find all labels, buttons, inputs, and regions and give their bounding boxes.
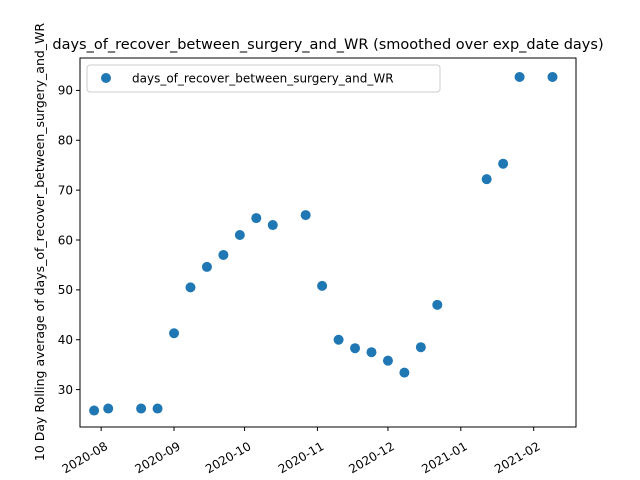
data-point	[382, 355, 393, 366]
data-point	[415, 342, 426, 353]
data-point	[89, 405, 100, 416]
y-axis-ticks: 30 40 50 60 70 80 90	[58, 84, 80, 397]
x-tick-label: 2020-12	[346, 439, 396, 476]
data-point	[218, 249, 229, 260]
data-point	[234, 230, 245, 241]
y-tick-label: 50	[58, 283, 73, 297]
data-point	[366, 347, 377, 358]
data-point	[300, 210, 311, 221]
x-axis-ticks: 2020-08 2020-09 2020-10 2020-11 2020-12 2021-…	[60, 427, 543, 476]
data-point	[136, 403, 147, 414]
data-point	[152, 403, 163, 414]
legend-frame	[86, 64, 441, 93]
x-tick-label: 2020-10	[203, 439, 253, 476]
legend-marker	[101, 73, 111, 83]
data-point	[103, 403, 114, 414]
y-axis-label: 10 Day Rolling average of days_of_recove…	[32, 23, 47, 462]
x-tick-label: 2020-11	[276, 439, 326, 476]
data-point	[267, 220, 278, 231]
data-point	[547, 71, 558, 82]
data-point	[399, 367, 410, 378]
y-tick-label: 30	[58, 383, 73, 397]
x-tick-label: 2021-02	[492, 439, 542, 476]
chart-title: days_of_recover_between_surgery_and_WR (…	[52, 37, 603, 53]
y-tick-label: 70	[58, 183, 73, 197]
y-tick-label: 90	[58, 84, 73, 98]
y-tick-label: 80	[58, 134, 73, 148]
data-point	[251, 213, 262, 224]
data-point	[317, 280, 328, 291]
y-tick-label: 40	[58, 333, 73, 347]
plot-area	[89, 71, 558, 416]
x-tick-label: 2020-09	[133, 439, 183, 476]
y-tick-label: 60	[58, 233, 73, 247]
data-point	[432, 299, 443, 310]
data-point	[201, 261, 212, 272]
x-tick-label: 2021-01	[419, 439, 469, 476]
x-tick-label: 2020-08	[60, 439, 110, 476]
data-point	[498, 158, 509, 169]
data-point	[169, 328, 180, 339]
data-point	[350, 343, 361, 354]
axes-frame	[79, 57, 577, 428]
legend-entry: days_of_recover_between_surgery_and_WR	[132, 72, 394, 86]
data-point	[481, 174, 492, 185]
legend: days_of_recover_between_surgery_and_WR	[86, 64, 441, 93]
data-point	[185, 282, 196, 293]
data-point	[514, 71, 525, 82]
data-point	[333, 334, 344, 345]
